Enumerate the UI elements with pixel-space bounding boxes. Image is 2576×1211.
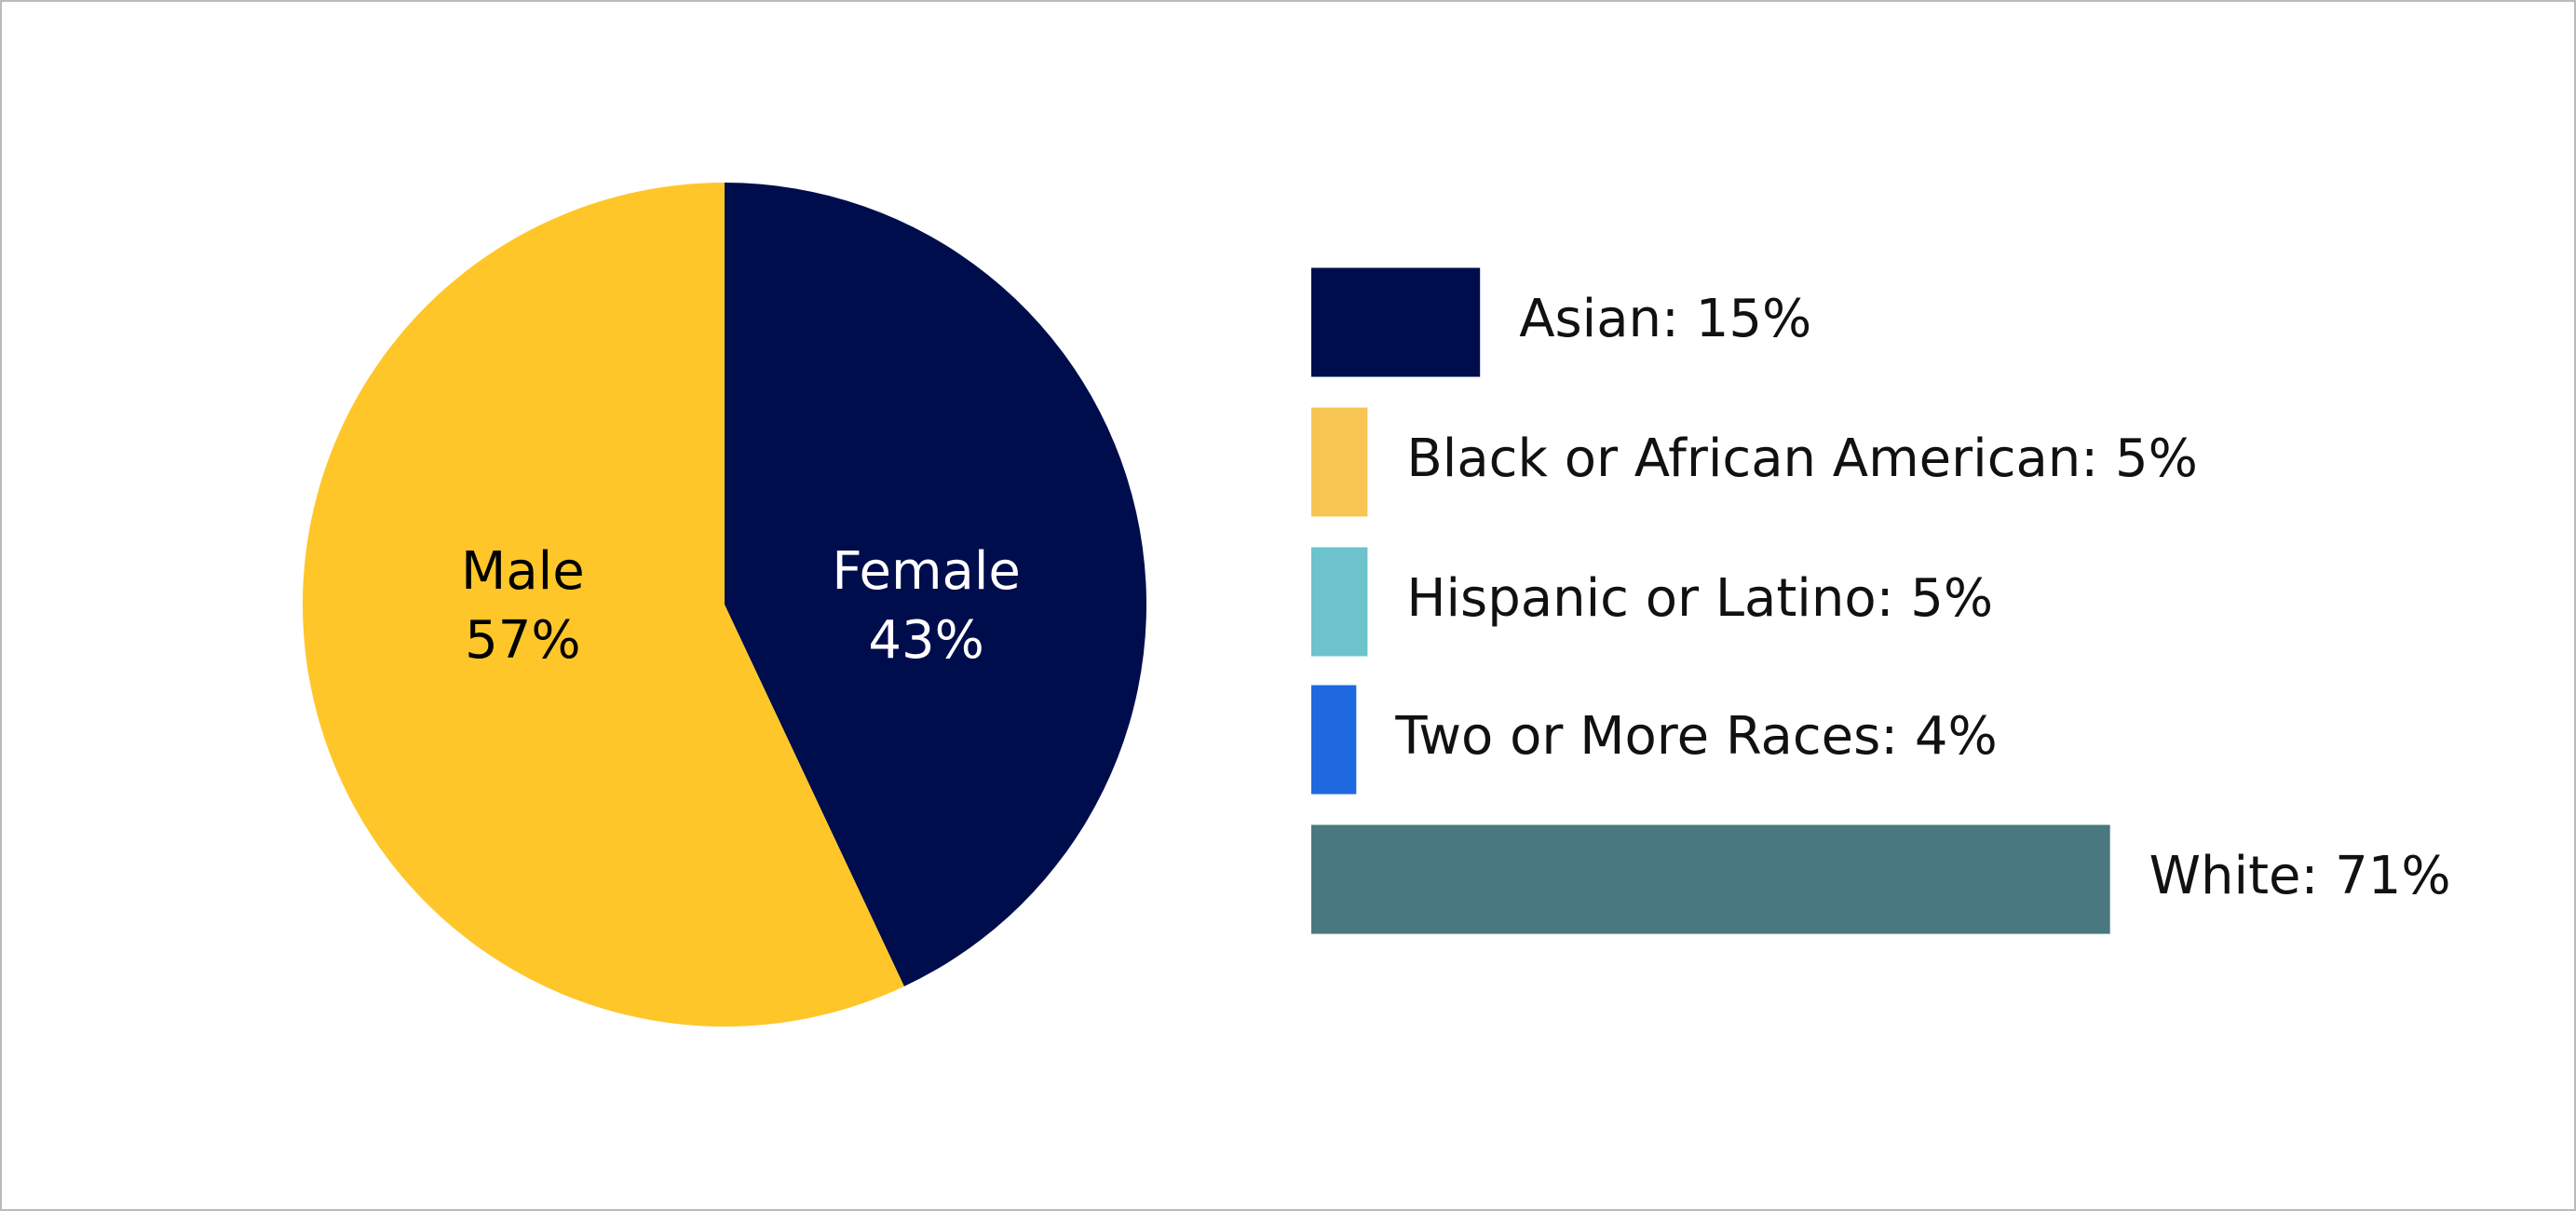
slice-label: Female xyxy=(832,541,1020,602)
bar xyxy=(1311,407,1368,517)
bar xyxy=(1311,547,1368,657)
bar-label: Black or African American: 5% xyxy=(1406,429,2197,489)
bar xyxy=(1311,267,1481,377)
bar xyxy=(1311,685,1357,795)
slice-label: Male xyxy=(461,541,585,602)
slice-value: 57% xyxy=(465,610,580,671)
pie-slice xyxy=(725,183,1146,986)
bar-label: Hispanic or Latino: 5% xyxy=(1406,568,1993,629)
bar-label: Two or More Races: 4% xyxy=(1394,706,1997,767)
bar xyxy=(1311,824,2110,934)
bar-label: Asian: 15% xyxy=(1519,289,1811,349)
pie-slice xyxy=(302,183,904,1027)
slice-value: 43% xyxy=(868,610,983,671)
bar-label: White: 71% xyxy=(2149,846,2451,906)
